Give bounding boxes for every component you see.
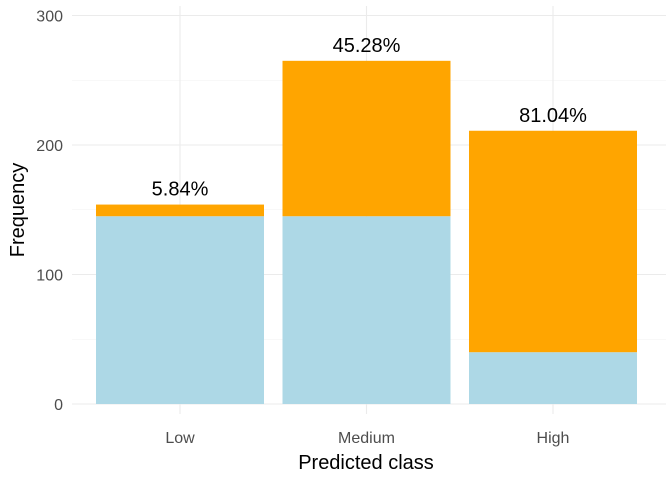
data-label-high: 81.04% [519, 105, 587, 127]
y-tick-label: 300 [36, 9, 63, 26]
bar-low-segment-2 [96, 204, 264, 217]
bar-low-segment-1 [96, 216, 264, 404]
x-axis-title: Predicted class [298, 452, 434, 474]
bar-high-segment-2 [469, 130, 637, 353]
y-tick-label: 100 [36, 268, 63, 285]
y-tick-label: 0 [54, 397, 63, 414]
data-label-low: 5.84% [152, 179, 209, 201]
bar-medium-segment-1 [282, 216, 451, 404]
bar-medium-segment-2 [282, 60, 451, 217]
x-tick-label-medium: Medium [338, 430, 395, 447]
y-axis-title: Frequency [7, 163, 29, 258]
bars [96, 60, 637, 404]
bar-high-segment-1 [469, 352, 637, 404]
data-labels: 5.84% 45.28% 81.04% [152, 35, 587, 201]
x-tick-label-high: High [537, 430, 570, 447]
data-label-medium: 45.28% [333, 35, 401, 57]
y-axis-ticks: 0 100 200 300 [36, 9, 63, 415]
y-tick-label: 200 [36, 138, 63, 155]
x-axis-ticks: Low Medium High [165, 430, 569, 447]
x-tick-label-low: Low [165, 430, 195, 447]
